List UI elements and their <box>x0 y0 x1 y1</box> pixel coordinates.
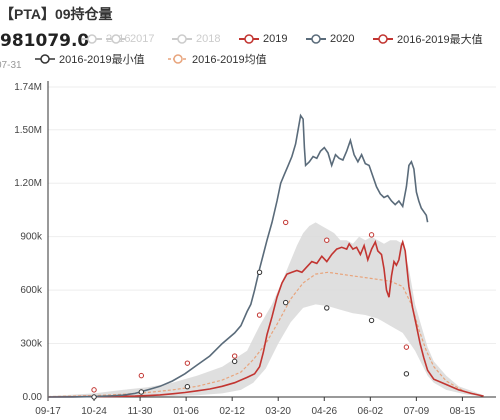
x-tick-label: 10-24 <box>81 406 107 417</box>
max-marker <box>91 387 97 393</box>
min-max-range-band <box>48 222 484 397</box>
y-tick-label: 1.74M <box>14 82 42 93</box>
max-marker <box>184 360 191 366</box>
x-tick-label: 07-09 <box>404 406 430 417</box>
legend-item-avg[interactable]: 2016-2019均值 <box>168 52 267 66</box>
legend-marker-max <box>373 34 393 44</box>
y-tick-label: 900k <box>20 232 43 243</box>
max-marker <box>324 237 330 243</box>
max-marker <box>138 372 145 379</box>
y-tick-label: 0.00 <box>23 392 43 403</box>
max-marker <box>403 344 410 350</box>
legend-marker-avg <box>168 54 188 64</box>
min-marker <box>91 394 97 400</box>
min-marker <box>282 299 289 306</box>
y-tick-label: 1.50M <box>14 125 42 136</box>
legend-item-2017[interactable]: 2017 <box>106 32 154 46</box>
x-tick-label: 01-06 <box>173 406 199 417</box>
legend-marker-2016 <box>82 34 102 44</box>
legend-label-2018: 2018 <box>196 33 221 45</box>
legend-label-avg: 2016-2019均值 <box>192 54 267 66</box>
legend-marker-2018 <box>172 34 192 44</box>
x-tick-label: 02-12 <box>219 406 245 417</box>
min-marker <box>231 358 238 365</box>
legend-marker-2020 <box>306 34 326 44</box>
legend-marker-min <box>35 54 55 64</box>
series-line-avg <box>47 271 484 398</box>
date-readout: 07-31 <box>0 60 22 71</box>
legend-label-max: 2016-2019最大值 <box>397 34 483 46</box>
legend-item-min[interactable]: 2016-2019最小值 <box>35 52 145 66</box>
legend-label-min: 2016-2019最小值 <box>59 54 145 66</box>
min-marker <box>368 317 375 324</box>
legend-item-2019[interactable]: 2019 <box>239 32 287 46</box>
legend-label-2019: 2019 <box>263 33 288 45</box>
min-marker <box>256 269 263 275</box>
legend-marker-2017 <box>106 34 126 44</box>
legend-item-max[interactable]: 2016-2019最大值 <box>373 32 483 46</box>
value-readout: 981079.0 <box>0 31 90 51</box>
x-tick-label: 04-26 <box>311 406 337 417</box>
max-marker <box>282 219 289 226</box>
y-tick-label: 1.20M <box>14 178 42 189</box>
series-line-2020 <box>47 113 429 398</box>
max-marker <box>231 353 238 359</box>
min-marker <box>138 389 145 395</box>
y-tick-label: 600k <box>20 285 43 296</box>
x-tick-label: 09-17 <box>35 406 61 417</box>
legend-marker-2019 <box>239 34 259 44</box>
min-marker <box>324 305 330 311</box>
legend-item-2018[interactable]: 2018 <box>172 32 220 46</box>
y-tick-label: 300k <box>20 339 43 350</box>
legend-label-2017: 2017 <box>130 33 155 45</box>
x-tick-label: 03-20 <box>265 406 291 417</box>
chart-title: 【PTA】09持仓量 <box>0 6 113 22</box>
x-tick-label: 08-15 <box>450 406 476 417</box>
legend-item-2020[interactable]: 2020 <box>306 32 354 46</box>
min-marker <box>184 383 191 390</box>
max-marker <box>256 312 263 318</box>
legend-label-2020: 2020 <box>330 33 355 45</box>
series-line-2019 <box>47 239 484 398</box>
x-tick-label: 06-02 <box>358 406 384 417</box>
x-tick-label: 11-30 <box>128 406 153 417</box>
max-marker <box>368 232 375 238</box>
min-marker <box>403 371 410 377</box>
